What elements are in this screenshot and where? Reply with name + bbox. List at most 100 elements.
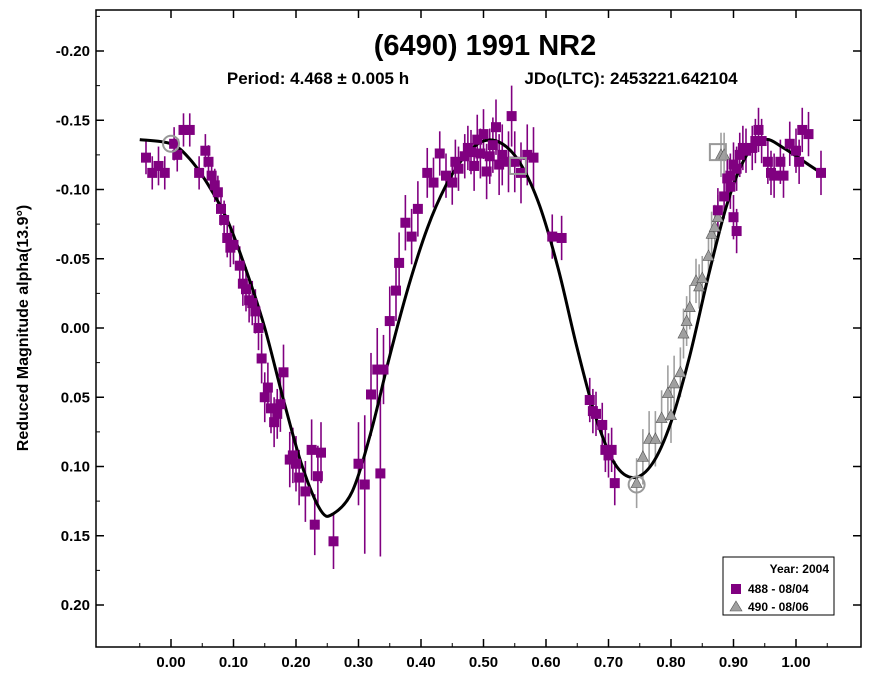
data-point-square <box>769 170 780 181</box>
x-tick-label: 0.60 <box>531 654 560 671</box>
data-point-square <box>153 160 164 171</box>
y-tick-label: -0.10 <box>56 182 90 199</box>
data-point-square <box>366 389 376 400</box>
data-point-square <box>256 353 267 364</box>
data-point-square <box>494 159 505 170</box>
data-point-square <box>412 203 423 214</box>
y-axis-label: Reduced Magnitude alpha(13.9°) <box>15 205 32 451</box>
data-point-triangle <box>665 408 677 421</box>
data-point-square <box>400 217 411 228</box>
data-point-square <box>309 519 320 530</box>
data-point-square <box>194 167 205 178</box>
data-point-triangle <box>661 386 674 398</box>
data-point-triangle <box>636 450 649 462</box>
data-point-triangle <box>705 227 718 239</box>
data-point-square <box>741 145 751 156</box>
data-point-square <box>600 444 611 455</box>
data-point-square <box>756 136 767 147</box>
data-point-square <box>394 257 405 268</box>
data-point-square <box>269 417 280 428</box>
data-point-square <box>584 395 595 406</box>
chart-subtitle-epoch: JDo(LTC): 2453221.642104 <box>524 69 738 88</box>
data-point-square <box>803 129 814 140</box>
data-point-square <box>731 226 742 237</box>
data-point-square <box>328 536 339 547</box>
data-point-square <box>503 156 514 167</box>
data-point-square <box>306 444 317 455</box>
data-point-square <box>753 124 764 135</box>
data-point-square <box>459 151 470 162</box>
data-point-square <box>450 156 461 167</box>
data-point-triangle <box>693 279 706 292</box>
data-point-square <box>484 151 495 162</box>
data-point-square <box>747 142 758 153</box>
data-point-square <box>725 170 736 181</box>
data-point-square <box>172 149 183 160</box>
x-tick-label: 0.10 <box>219 654 248 671</box>
data-point-square <box>750 136 761 147</box>
data-point-square <box>206 170 217 181</box>
legend-box <box>722 556 835 616</box>
data-point-square <box>712 205 723 216</box>
data-point-square <box>728 212 739 223</box>
data-point-square <box>447 177 458 188</box>
data-point-triangle <box>668 376 681 389</box>
data-point-square <box>203 156 214 167</box>
data-point-square <box>497 149 508 160</box>
data-point-square <box>222 232 233 243</box>
data-point-square <box>469 160 480 171</box>
chart-title: (6490) 1991 NR2 <box>374 30 596 62</box>
data-point-square <box>228 239 239 250</box>
x-tick-label: 0.00 <box>156 654 185 671</box>
data-point-square <box>725 181 736 192</box>
data-point-square <box>184 124 195 135</box>
data-point-square <box>241 284 251 295</box>
data-point-square <box>216 203 226 214</box>
x-tick-label: 0.30 <box>344 654 373 671</box>
data-point-square <box>509 156 520 167</box>
data-point-square <box>491 122 501 133</box>
data-point-square <box>547 231 558 242</box>
data-point-square <box>481 166 492 177</box>
y-tick-label: 0.15 <box>61 528 90 545</box>
data-point-square <box>266 403 276 414</box>
data-point-triangle <box>655 411 668 423</box>
data-point-square <box>731 163 742 174</box>
data-point-square <box>262 382 273 393</box>
highlight-square <box>508 156 527 175</box>
legend-triangle-marker <box>729 600 743 612</box>
data-point-square <box>237 278 248 289</box>
legend-square-marker <box>731 584 741 594</box>
data-point-triangle <box>708 220 721 232</box>
data-point-square <box>794 156 805 167</box>
data-point-square <box>487 140 498 151</box>
data-point-square <box>391 285 401 296</box>
data-point-square <box>475 148 486 159</box>
data-point-square <box>294 472 305 483</box>
data-point-square <box>422 167 433 178</box>
data-point-square <box>312 471 323 482</box>
legend-label-488: 488 - 08/04 <box>748 582 809 596</box>
data-point-square <box>291 458 301 469</box>
data-point-triangle <box>630 476 643 488</box>
data-point-square <box>556 232 567 243</box>
x-tick-label: 0.70 <box>594 654 623 671</box>
x-tick-label: 0.90 <box>719 654 748 671</box>
data-point-square <box>378 364 389 375</box>
data-point-square <box>506 111 517 122</box>
data-point-square <box>522 149 533 160</box>
data-point-square <box>159 167 170 178</box>
data-point-square <box>278 367 289 378</box>
data-point-square <box>453 163 464 174</box>
data-point-triangle <box>680 314 693 326</box>
highlight-circle <box>162 134 180 153</box>
data-point-square <box>247 298 258 309</box>
data-points <box>141 111 826 547</box>
data-point-square <box>441 170 451 181</box>
data-point-triangle <box>711 210 724 222</box>
data-point-square <box>141 152 151 163</box>
x-tick-label: 0.40 <box>406 654 435 671</box>
legend-label-490: 490 - 08/06 <box>748 600 809 614</box>
data-point-square <box>591 408 601 419</box>
highlight-square <box>708 143 727 162</box>
